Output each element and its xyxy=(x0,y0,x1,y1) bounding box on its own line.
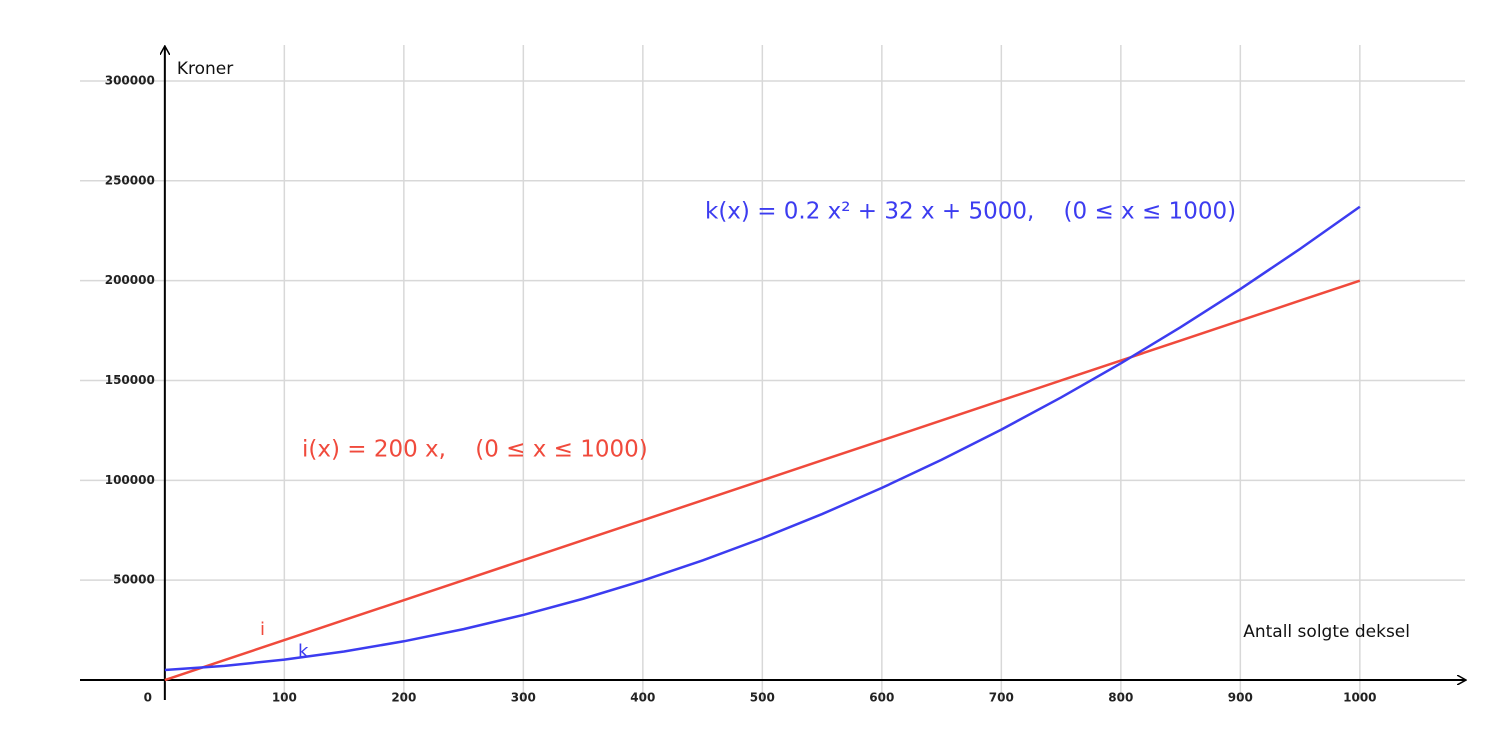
x-tick-label: 600 xyxy=(869,691,894,705)
y-tick-label: 250000 xyxy=(105,173,155,187)
series-label: k xyxy=(298,641,309,662)
y-tick-label: 200000 xyxy=(105,273,155,287)
x-tick-label: 800 xyxy=(1108,691,1133,705)
x-tick-label: 200 xyxy=(391,691,416,705)
x-tick-label: 0 xyxy=(144,691,152,705)
y-tick-label: 300000 xyxy=(105,73,155,87)
x-tick-label: 300 xyxy=(511,691,536,705)
annotation: i(x) = 200 x, (0 ≤ x ≤ 1000) xyxy=(302,437,648,463)
y-axis-label: Kroner xyxy=(177,59,233,79)
x-tick-label: 400 xyxy=(630,691,655,705)
series-line xyxy=(164,279,1361,682)
x-tick-label: 100 xyxy=(272,691,297,705)
x-tick-label: 1000 xyxy=(1343,691,1376,705)
series-label: i xyxy=(260,619,265,640)
annotation: k(x) = 0.2 x² + 32 x + 5000, (0 ≤ x ≤ 10… xyxy=(705,199,1236,225)
x-axis-label: Antall solgte deksel xyxy=(1243,622,1410,642)
grid xyxy=(80,45,1465,700)
y-tick-label: 50000 xyxy=(113,573,155,587)
series-line xyxy=(164,205,1361,672)
x-tick-label: 700 xyxy=(989,691,1014,705)
x-tick-label: 500 xyxy=(750,691,775,705)
x-tick-label: 900 xyxy=(1228,691,1253,705)
y-tick-label: 100000 xyxy=(105,473,155,487)
plot: i k i(x) = 200 x, (0 ≤ x ≤ 1000) k(x) = 0.2… xyxy=(164,199,1361,682)
axes: 0 100 200 300 400 500 600 700 800 900 1000 50000 100… xyxy=(80,47,1465,705)
y-tick-label: 150000 xyxy=(105,373,155,387)
